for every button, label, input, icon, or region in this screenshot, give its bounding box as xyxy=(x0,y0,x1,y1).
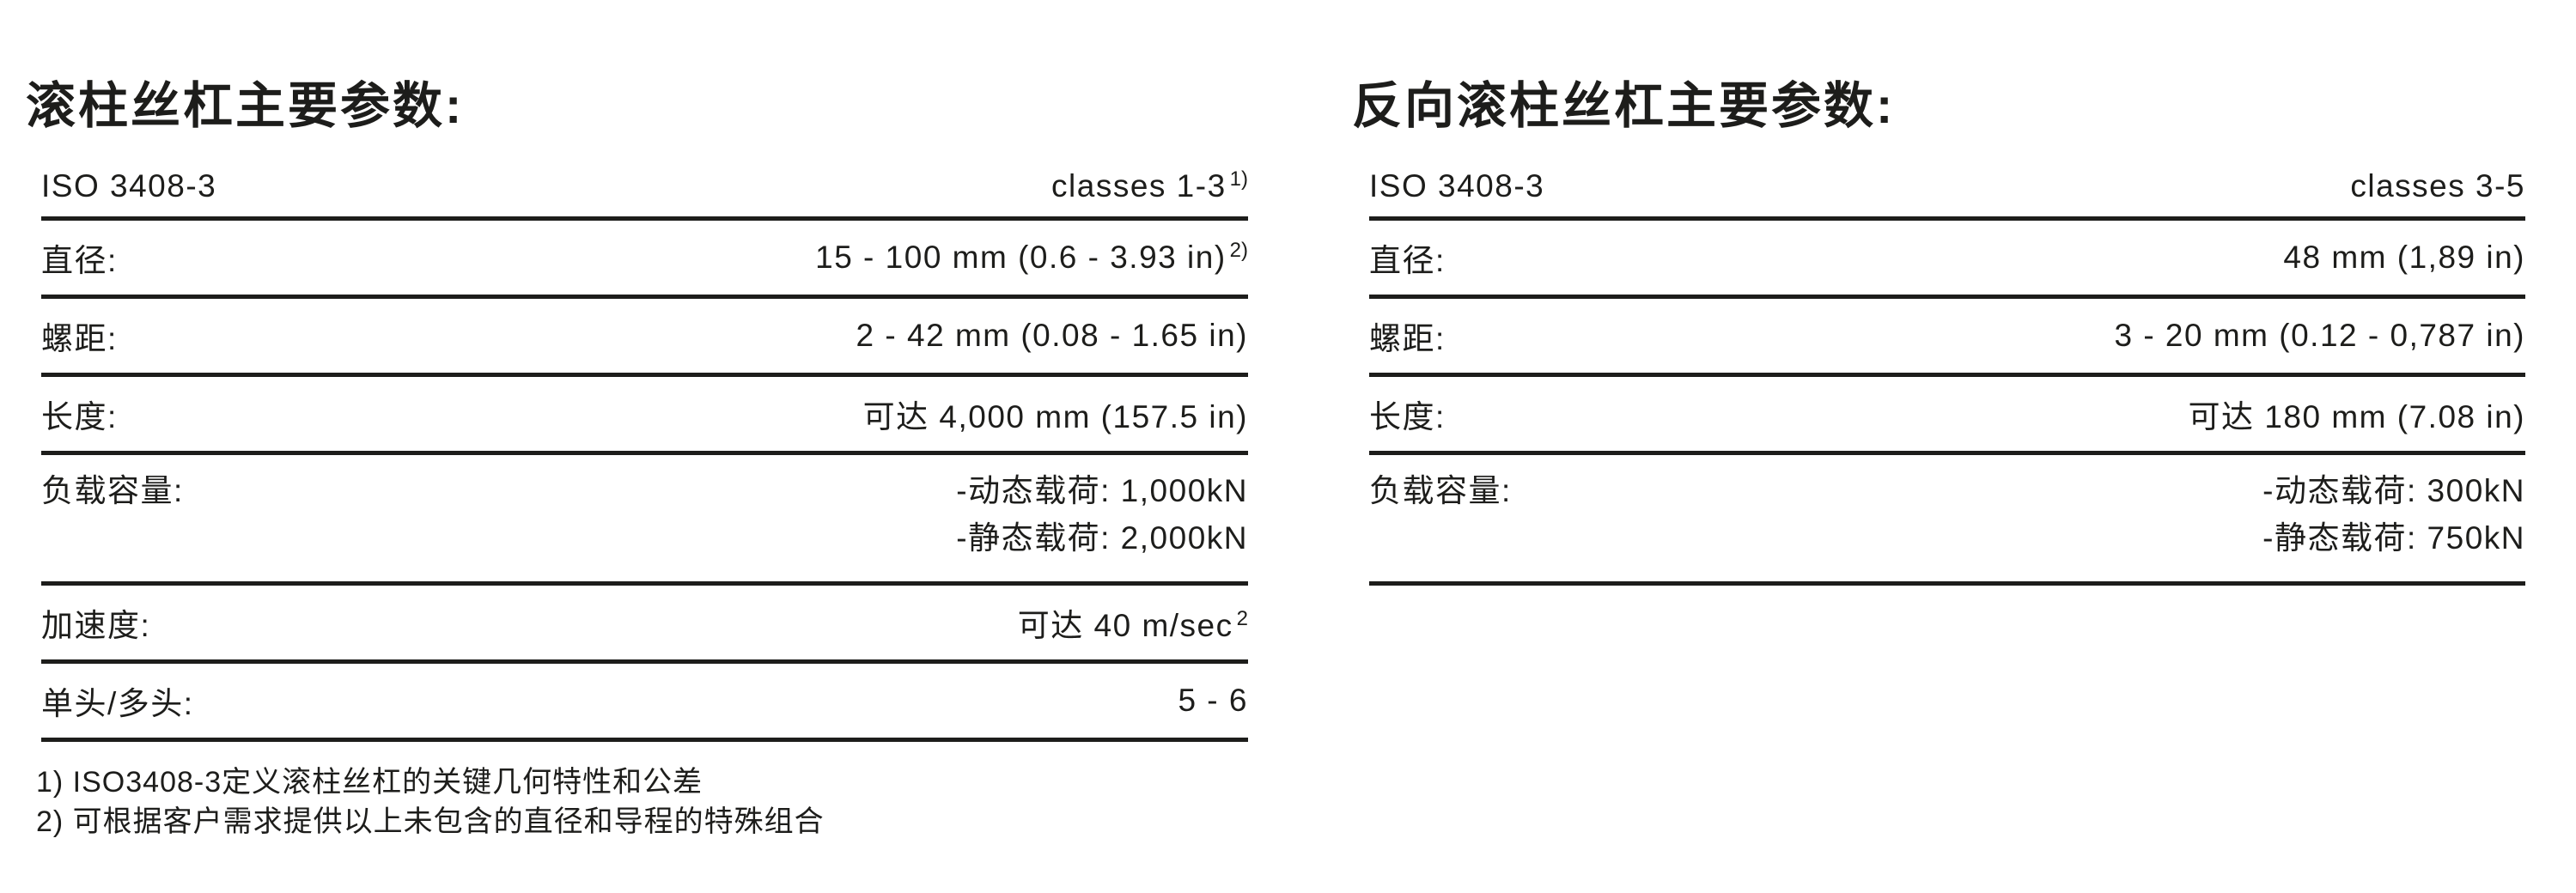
roller-screw-spec-table: ISO 3408-3 classes 1-3 1) 直径: 15 - 100 mm (0… xyxy=(41,156,1248,742)
spec-row-label: 螺距: xyxy=(41,321,118,356)
spec-row-value: 可达 40 m/sec 2 xyxy=(1018,599,1248,646)
spec-row: 螺距: 2 - 42 mm (0.08 - 1.65 in) xyxy=(41,299,1248,377)
spec-row-value: -动态载荷: 300kN -静态载荷: 750kN xyxy=(2262,467,2525,562)
spec-row-label: 长度: xyxy=(41,399,118,434)
spec-row-value: -动态载荷: 1,000kN -静态载荷: 2,000kN xyxy=(956,467,1248,562)
footnote-marker: 1) xyxy=(1229,167,1248,191)
spec-row-value-line: -静态载荷: 750kN xyxy=(2262,520,2525,556)
spec-row-value-text: 15 - 100 mm (0.6 - 3.93 in) xyxy=(815,240,1227,275)
footnote: 1) ISO3408-3定义滚柱丝杠的关键几何特性和公差 xyxy=(36,766,703,799)
spec-row-value: 48 mm (1,89 in) xyxy=(2283,240,2525,276)
spec-row: 螺距: 3 - 20 mm (0.12 - 0,787 in) xyxy=(1369,299,2525,377)
spec-row-label: 直径: xyxy=(1369,243,1446,278)
spec-row-value: classes 3-5 xyxy=(2350,168,2525,204)
spec-row: 加速度: 可达 40 m/sec 2 xyxy=(41,586,1248,664)
spec-row: 直径: 15 - 100 mm (0.6 - 3.93 in) 2) xyxy=(41,221,1248,299)
spec-row-value-text: 2 - 42 mm (0.08 - 1.65 in) xyxy=(856,318,1248,353)
spec-row: 单头/多头: 5 - 6 xyxy=(41,664,1248,742)
spec-row-value-text: classes 1-3 xyxy=(1051,168,1227,204)
spec-row: ISO 3408-3 classes 3-5 xyxy=(1369,156,2525,221)
footnotes-block: 1) ISO3408-3定义滚柱丝杠的关键几何特性和公差 2) 可根据客户需求提供… xyxy=(36,762,825,841)
spec-row-value-text: 3 - 20 mm (0.12 - 0,787 in) xyxy=(2114,318,2525,353)
spec-row-value-line: -动态载荷: 1,000kN xyxy=(956,473,1248,508)
spec-row-value-line: -动态载荷: 300kN xyxy=(2262,473,2525,508)
spec-row-label: 螺距: xyxy=(1369,321,1446,356)
spec-row-value: 2 - 42 mm (0.08 - 1.65 in) xyxy=(856,318,1248,354)
spec-row: 长度: 可达 180 mm (7.08 in) xyxy=(1369,377,2525,455)
inverted-roller-screw-table-title: 反向滚柱丝杠主要参数: xyxy=(1352,78,1896,134)
spec-row: 长度: 可达 4,000 mm (157.5 in) xyxy=(41,377,1248,455)
spec-row: 负载容量: -动态载荷: 300kN -静态载荷: 750kN xyxy=(1369,455,2525,586)
spec-row-value: 可达 4,000 mm (157.5 in) xyxy=(863,391,1248,437)
spec-row-value-text: 5 - 6 xyxy=(1178,683,1248,718)
spec-row: 负载容量: -动态载荷: 1,000kN -静态载荷: 2,000kN xyxy=(41,455,1248,586)
spec-row-label: 长度: xyxy=(1369,399,1446,434)
spec-row-value-line: -静态载荷: 2,000kN xyxy=(956,520,1248,556)
spec-row-label: 直径: xyxy=(41,243,118,278)
spec-row-value: 3 - 20 mm (0.12 - 0,787 in) xyxy=(2114,318,2525,354)
spec-row-value: classes 1-3 1) xyxy=(1051,168,1248,204)
footnote: 2) 可根据客户需求提供以上未包含的直径和导程的特殊组合 xyxy=(36,805,825,838)
roller-screw-table-title: 滚柱丝杠主要参数: xyxy=(26,78,465,134)
spec-row-label: 加速度: xyxy=(41,608,151,643)
spec-row: 直径: 48 mm (1,89 in) xyxy=(1369,221,2525,299)
spec-row: ISO 3408-3 classes 1-3 1) xyxy=(41,156,1248,221)
spec-row-value-text: 可达 4,000 mm (157.5 in) xyxy=(862,399,1248,434)
footnote-marker: 2) xyxy=(1229,238,1248,262)
footnote-marker: 2 xyxy=(1236,606,1248,630)
spec-row-value-text: classes 3-5 xyxy=(2350,168,2525,204)
spec-row-value: 5 - 6 xyxy=(1178,683,1248,719)
spec-row-value: 15 - 100 mm (0.6 - 3.93 in) 2) xyxy=(815,240,1248,276)
spec-row-label: ISO 3408-3 xyxy=(1369,168,1545,204)
spec-row-label: 负载容量: xyxy=(1369,473,1512,508)
spec-row-label: 单头/多头: xyxy=(41,686,194,721)
spec-row-value-text: 可达 40 m/sec xyxy=(1017,608,1233,643)
spec-row-label: ISO 3408-3 xyxy=(41,168,217,204)
spec-row-value-text: 48 mm (1,89 in) xyxy=(2283,240,2525,275)
spec-row-value-text: 可达 180 mm (7.08 in) xyxy=(2188,399,2525,434)
spec-row-label: 负载容量: xyxy=(41,473,184,508)
inverted-roller-screw-spec-table: ISO 3408-3 classes 3-5 直径: 48 mm (1,89 in) 螺… xyxy=(1369,156,2525,586)
spec-row-value: 可达 180 mm (7.08 in) xyxy=(2189,391,2525,437)
